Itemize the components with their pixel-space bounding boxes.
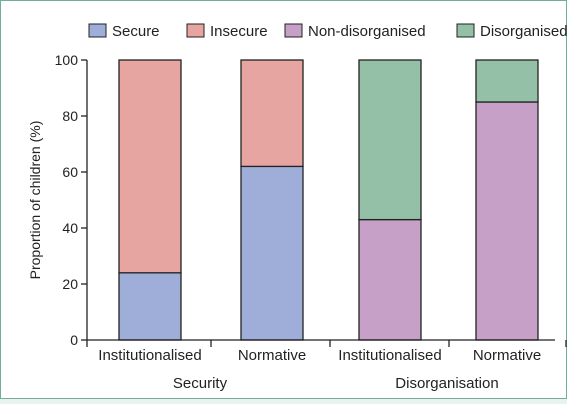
legend-swatch — [88, 23, 107, 38]
bar-disorganisation-institutionalised — [358, 59, 422, 341]
bar-security-normative — [240, 59, 304, 341]
bar-segment-disorganised — [358, 59, 422, 221]
bar-segment-non-disorganised — [358, 218, 422, 341]
x-category-label: Institutionalised — [98, 347, 201, 364]
legend-label: Secure — [112, 23, 160, 40]
legend-item-disorganised: Disorganised — [456, 23, 567, 40]
y-axis-title: Proportion of children (%) — [27, 121, 43, 280]
bar-segment-insecure — [240, 59, 304, 168]
legend-label: Non-disorganised — [308, 23, 426, 40]
y-tick-label: 80 — [62, 108, 78, 124]
legend-label: Disorganised — [480, 23, 567, 40]
x-category-label: Normative — [238, 347, 306, 364]
y-tick-label: 40 — [62, 220, 78, 236]
y-tick-label: 60 — [62, 164, 78, 180]
x-group-label: Security — [173, 375, 228, 392]
bar-segment-secure — [240, 165, 304, 341]
legend-swatch — [284, 23, 303, 38]
axes: 0 20 40 60 80 100 Proportion of children (%) In… — [27, 52, 567, 392]
legend-swatch — [456, 23, 475, 38]
x-category-label: Normative — [473, 347, 541, 364]
y-tick-label: 100 — [55, 52, 79, 68]
bars — [118, 59, 539, 341]
bar-segment-secure — [118, 272, 182, 341]
legend: Secure Insecure Non-disorganised Disorganis… — [88, 23, 567, 40]
legend-swatch — [186, 23, 205, 38]
x-group-label: Disorganisation — [395, 375, 498, 392]
bar-segment-insecure — [118, 59, 182, 274]
legend-item-secure: Secure — [88, 23, 160, 40]
bar-segment-disorganised — [475, 59, 539, 103]
y-tick-label: 20 — [62, 276, 78, 292]
bar-disorganisation-normative — [475, 59, 539, 341]
legend-item-insecure: Insecure — [186, 23, 268, 40]
legend-item-non-disorganised: Non-disorganised — [284, 23, 426, 40]
legend-label: Insecure — [210, 23, 268, 40]
bar-security-institutionalised — [118, 59, 182, 341]
y-tick-label: 0 — [70, 332, 78, 348]
bar-segment-non-disorganised — [475, 101, 539, 341]
x-category-label: Institutionalised — [338, 347, 441, 364]
